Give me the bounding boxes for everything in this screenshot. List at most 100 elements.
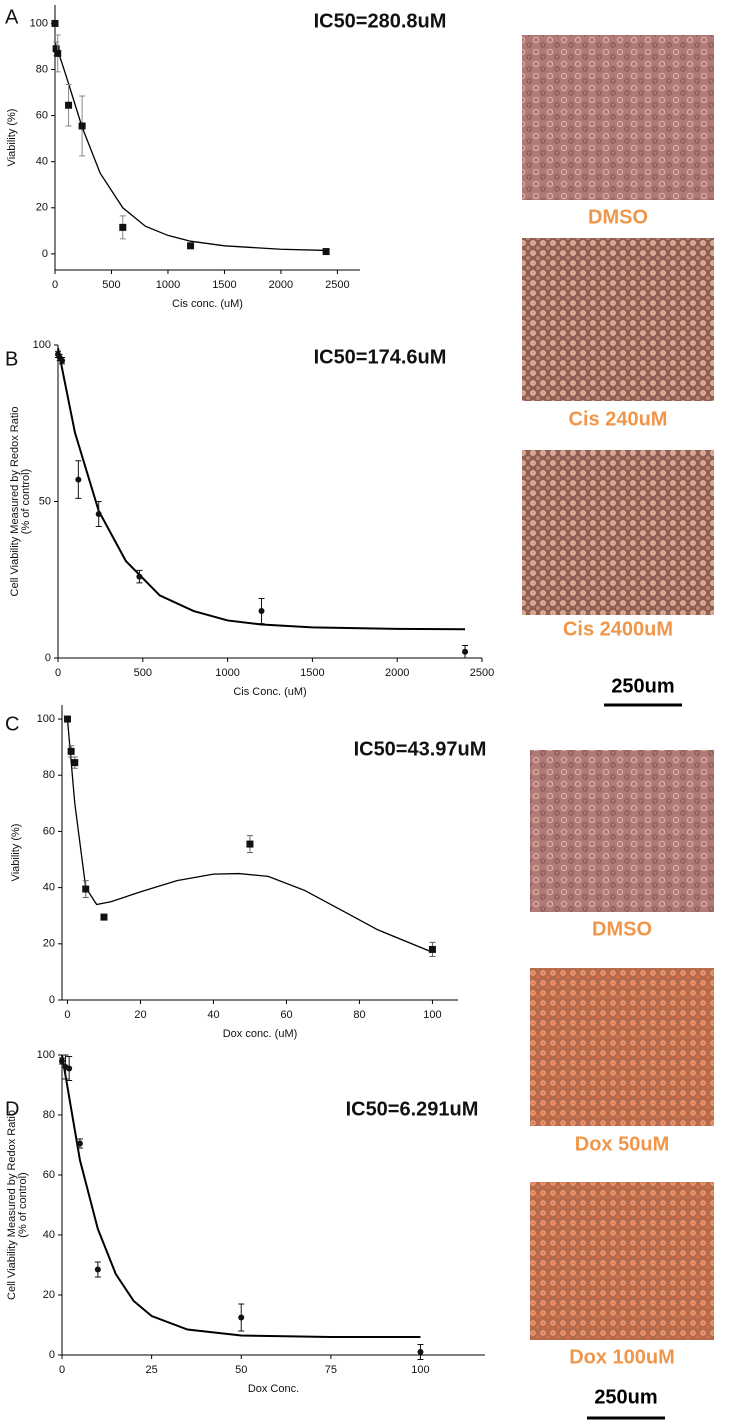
micrograph <box>530 968 714 1126</box>
y-tick-label: 0 <box>42 248 48 260</box>
image-label: Dox 100uM <box>569 1346 675 1368</box>
point <box>66 1065 73 1072</box>
point <box>246 840 254 848</box>
micrograph <box>530 750 714 912</box>
micrograph <box>530 1182 714 1340</box>
x-tick-label: 0 <box>52 279 58 291</box>
y-tick-label: 20 <box>36 202 48 214</box>
panel-label: D <box>5 1098 19 1120</box>
annotation: IC50=6.291uM <box>346 1098 479 1120</box>
y-tick-label: 20 <box>43 938 55 950</box>
point <box>51 19 59 27</box>
image-label: Cis 2400uM <box>563 618 673 640</box>
y-tick-label: 100 <box>37 1049 55 1061</box>
y-tick-label: 40 <box>36 156 48 168</box>
x-tick-label: 20 <box>134 1009 146 1021</box>
x-tick-label: 2500 <box>325 279 349 291</box>
x-tick-label: 0 <box>59 1364 65 1376</box>
x-tick-label: 2000 <box>269 279 293 291</box>
point <box>78 122 86 130</box>
point <box>75 476 82 483</box>
point <box>94 1266 101 1273</box>
annotation: IC50=174.6uM <box>314 346 447 368</box>
panel-label: B <box>5 348 18 370</box>
y-axis-label: Viability (%) <box>10 824 22 882</box>
x-axis-label: Dox Conc. <box>248 1383 299 1395</box>
y-tick-label: 60 <box>43 1169 55 1181</box>
x-tick-label: 2000 <box>385 667 409 679</box>
panel-label: C <box>5 713 19 735</box>
point <box>63 715 71 723</box>
point <box>67 747 75 755</box>
point <box>187 242 195 250</box>
x-tick-label: 1000 <box>215 667 239 679</box>
micrograph <box>522 238 714 401</box>
point <box>54 49 62 57</box>
point <box>59 1058 65 1064</box>
x-tick-label: 60 <box>280 1009 292 1021</box>
fit-curve <box>54 41 327 252</box>
point <box>82 885 90 893</box>
x-tick-label: 100 <box>411 1364 429 1376</box>
point <box>76 1140 83 1147</box>
point <box>119 223 127 231</box>
point <box>52 45 60 53</box>
x-tick-label: 80 <box>353 1009 365 1021</box>
image-label: Cis 240uM <box>569 408 668 430</box>
point <box>100 913 108 921</box>
point <box>258 608 265 615</box>
x-tick-label: 1000 <box>156 279 180 291</box>
y-tick-label: 60 <box>43 825 55 837</box>
y-tick-label: 40 <box>43 1229 55 1241</box>
y-tick-label: 100 <box>30 17 48 29</box>
x-axis-label: Cis Conc. (uM) <box>233 686 306 698</box>
annotation: IC50=280.8uM <box>314 10 447 32</box>
point <box>95 511 102 518</box>
point <box>417 1349 424 1355</box>
x-tick-label: 25 <box>145 1364 157 1376</box>
y-axis-label: Cell Viability Measured by Redox Ratio <box>6 1110 18 1300</box>
fit-curve <box>61 1054 421 1338</box>
y-tick-label: 80 <box>43 769 55 781</box>
annotation: IC50=43.97uM <box>354 738 487 760</box>
point <box>59 357 66 364</box>
y-axis-label: Cell Viability Measured by Redox Ratio <box>9 407 21 597</box>
x-tick-label: 1500 <box>212 279 236 291</box>
y-tick-label: 40 <box>43 882 55 894</box>
point <box>71 759 79 767</box>
x-tick-label: 1500 <box>300 667 324 679</box>
x-tick-label: 75 <box>325 1364 337 1376</box>
micrographs: DMSO Cis 240uM Cis 2400uM DMSO Dox 50uM … <box>522 35 714 1420</box>
y-axis-label: (% of control) <box>17 1172 29 1237</box>
point <box>65 101 73 109</box>
point <box>428 945 436 953</box>
y-tick-label: 100 <box>33 339 51 351</box>
y-tick-label: 0 <box>45 652 51 664</box>
micrograph <box>522 450 714 615</box>
y-tick-label: 0 <box>49 1349 55 1361</box>
x-tick-label: 500 <box>102 279 120 291</box>
image-label: Dox 50uM <box>575 1133 669 1155</box>
image-label: DMSO <box>592 918 652 940</box>
y-tick-label: 100 <box>37 713 55 725</box>
fit-curve <box>57 347 466 631</box>
y-tick-label: 80 <box>36 63 48 75</box>
scale-label: 250um <box>594 1386 657 1408</box>
y-tick-label: 20 <box>43 1289 55 1301</box>
x-tick-label: 2500 <box>470 667 494 679</box>
x-tick-label: 40 <box>207 1009 219 1021</box>
x-tick-label: 100 <box>423 1009 441 1021</box>
y-tick-label: 0 <box>49 994 55 1006</box>
panel-label: A <box>5 6 19 28</box>
x-tick-label: 50 <box>235 1364 247 1376</box>
x-tick-label: 500 <box>134 667 152 679</box>
y-tick-label: 50 <box>39 495 51 507</box>
point <box>136 573 143 580</box>
y-axis-label: Viability (%) <box>6 109 18 167</box>
x-tick-label: 0 <box>64 1009 70 1021</box>
image-label: DMSO <box>588 206 648 228</box>
y-axis-label: (% of control) <box>20 469 32 534</box>
point <box>462 648 469 655</box>
point <box>322 248 330 256</box>
